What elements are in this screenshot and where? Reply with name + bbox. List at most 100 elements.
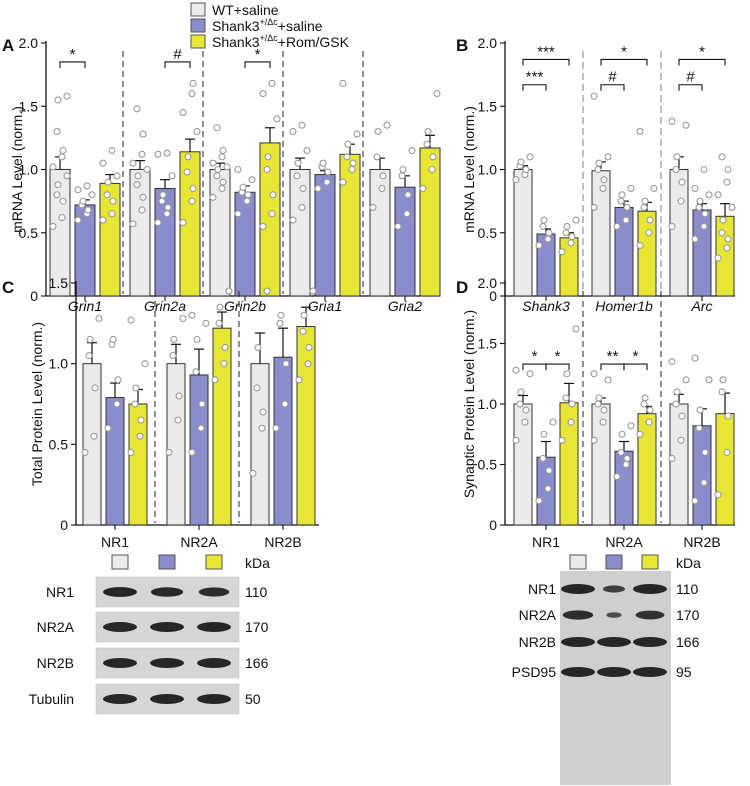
lane-swatch-wt — [569, 554, 587, 570]
data-point — [535, 497, 543, 505]
blot-band — [103, 587, 137, 597]
data-point — [137, 416, 145, 424]
data-point — [545, 466, 553, 475]
y-tick-label: 1.5 — [19, 98, 39, 114]
data-point — [74, 186, 82, 194]
y-tick-label: 2.0 — [478, 35, 498, 51]
data-point — [179, 109, 187, 117]
data-point — [594, 165, 602, 174]
blot-band — [633, 637, 667, 647]
data-point — [563, 370, 571, 378]
data-point — [562, 229, 570, 237]
data-point — [104, 424, 112, 432]
data-point — [640, 400, 648, 408]
data-point — [394, 222, 402, 230]
data-point — [522, 406, 530, 414]
data-point — [159, 191, 167, 199]
blot-row-label: NR1 — [528, 581, 556, 597]
data-point — [539, 222, 547, 230]
bar-shank — [273, 356, 293, 526]
data-point — [103, 191, 111, 199]
significance-bracket — [678, 58, 726, 66]
data-point — [429, 153, 437, 161]
data-point — [54, 96, 62, 104]
bar-rom — [339, 153, 361, 297]
data-point — [424, 128, 432, 136]
data-point — [691, 184, 699, 193]
data-point — [282, 360, 290, 368]
data-point — [138, 150, 146, 158]
panel-label-c: C — [2, 278, 14, 297]
data-point — [268, 79, 276, 88]
data-point — [705, 376, 713, 384]
data-point — [259, 222, 267, 230]
data-point — [53, 191, 61, 199]
data-point — [253, 384, 261, 392]
data-point — [724, 412, 732, 420]
data-point — [650, 184, 658, 193]
data-point — [512, 436, 520, 444]
data-point — [95, 314, 103, 323]
blot-kda-label: 170 — [676, 607, 700, 623]
data-point — [163, 149, 171, 157]
data-point — [718, 229, 726, 237]
bar-rom — [128, 403, 148, 526]
significance-label: * — [621, 43, 627, 60]
panel-label-a: A — [2, 36, 14, 55]
data-point — [268, 210, 276, 218]
y-tick-label: 0.5 — [478, 457, 498, 473]
data-point — [209, 159, 217, 167]
bar-rom — [637, 413, 657, 526]
data-point — [84, 206, 92, 214]
data-point — [108, 146, 116, 155]
significance-bracket — [678, 84, 703, 91]
data-point — [718, 153, 726, 161]
data-point — [539, 454, 547, 463]
data-point — [163, 210, 171, 218]
data-point — [170, 335, 178, 344]
data-point — [219, 178, 227, 186]
data-point — [636, 241, 644, 249]
category-label: Homer1b — [595, 298, 653, 314]
data-point — [600, 176, 608, 184]
data-point — [353, 130, 361, 138]
blot-row-label: NR1 — [46, 584, 74, 600]
bar-shank — [105, 397, 125, 526]
data-point — [154, 219, 162, 227]
y-tick-label: 0 — [489, 517, 497, 533]
data-point — [83, 182, 91, 190]
data-point — [374, 128, 382, 136]
data-point — [535, 241, 543, 249]
data-point — [272, 424, 280, 432]
blot-kda-label: 50 — [245, 691, 261, 707]
lane-swatch-rom — [641, 554, 659, 570]
data-point — [349, 159, 357, 167]
bar-shank — [234, 191, 256, 297]
data-point — [399, 165, 407, 174]
blot-band — [561, 637, 595, 647]
y-tick-label: 0 — [489, 288, 497, 304]
y-tick-label: 1.0 — [478, 396, 498, 412]
data-point — [133, 181, 141, 189]
data-point — [563, 222, 571, 230]
data-point — [175, 392, 183, 400]
western-blot-c: kDa NR1 110 NR2A 170 NR2B 166 Tubulin 50 — [29, 554, 270, 715]
data-point — [636, 430, 644, 438]
data-point — [91, 384, 99, 392]
blot-band — [597, 637, 631, 647]
category-label: NR2A — [605, 534, 643, 550]
data-point — [211, 376, 219, 384]
data-point — [617, 448, 625, 456]
category-label: Shank3 — [522, 298, 570, 314]
data-point — [433, 90, 441, 98]
bar-wt — [513, 169, 533, 297]
category-label: Grin2a — [144, 298, 186, 314]
blot-row-label: NR2B — [519, 634, 556, 650]
y-tick-label: 1.0 — [19, 162, 39, 178]
data-point — [627, 422, 635, 430]
data-point — [562, 394, 570, 402]
data-point — [724, 235, 732, 243]
data-point — [188, 311, 196, 319]
data-point — [636, 128, 644, 136]
data-point — [243, 197, 251, 205]
